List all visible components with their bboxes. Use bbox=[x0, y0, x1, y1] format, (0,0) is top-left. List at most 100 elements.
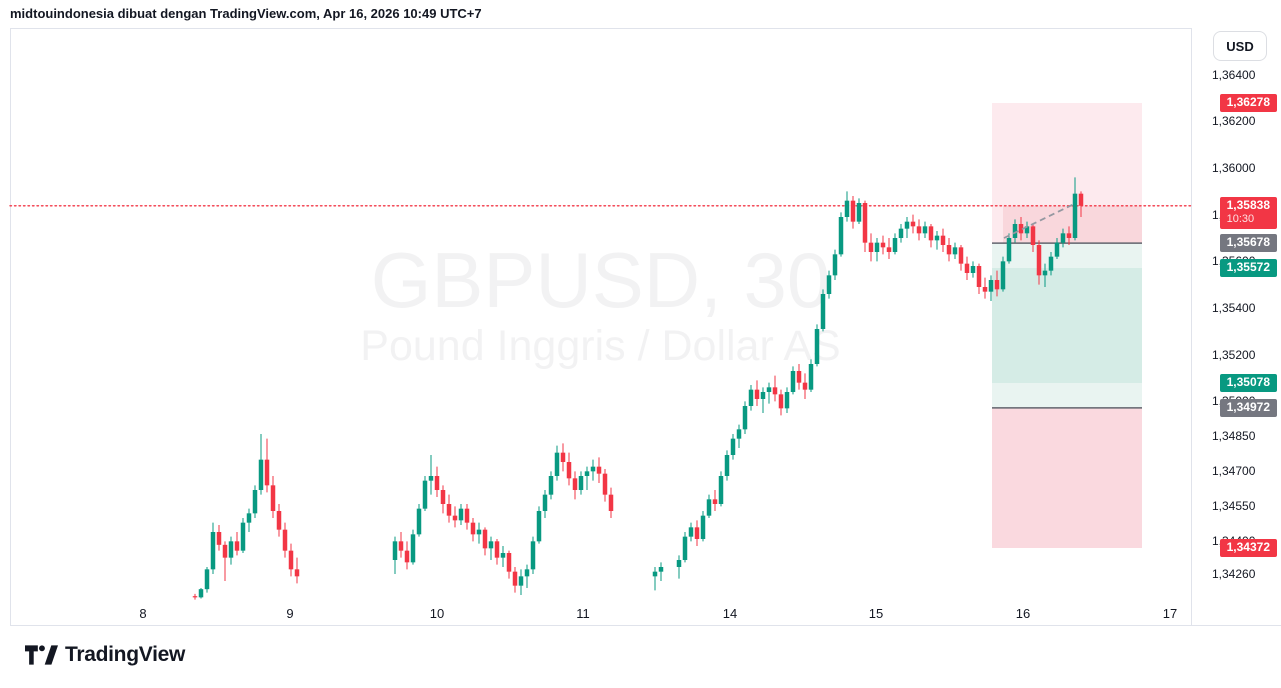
candle-body bbox=[754, 389, 760, 399]
candle-body bbox=[476, 529, 482, 535]
candle-body bbox=[826, 275, 832, 294]
time-axis[interactable]: 8 9 10 11 14 15 16 17 bbox=[10, 602, 1191, 625]
price-axis[interactable]: 1,364001,362001,360001,358001,356001,354… bbox=[1192, 28, 1281, 625]
currency-unit-button[interactable]: USD bbox=[1213, 31, 1267, 61]
candle-body bbox=[1060, 233, 1066, 243]
candle-body bbox=[548, 476, 554, 495]
profit-overlap-zone[interactable] bbox=[992, 267, 1142, 384]
candle-body bbox=[542, 494, 548, 511]
candle-body bbox=[488, 541, 494, 549]
attribution-text: midtouindonesia dibuat dengan TradingVie… bbox=[10, 6, 482, 21]
candle-body bbox=[506, 553, 512, 572]
candle-body bbox=[288, 550, 294, 570]
candle-body bbox=[258, 459, 264, 490]
short-target-zone[interactable] bbox=[992, 243, 1142, 268]
candle-body bbox=[446, 504, 452, 516]
candle-body bbox=[964, 263, 970, 273]
candle-body bbox=[904, 221, 910, 229]
price-badge-short-stop[interactable]: 1,36278 bbox=[1219, 94, 1277, 113]
time-label: 10 bbox=[429, 606, 445, 621]
candle-body bbox=[584, 471, 590, 476]
price-tick: 1,34850 bbox=[1212, 429, 1256, 444]
candle-body bbox=[554, 452, 560, 476]
candle-body bbox=[760, 392, 766, 399]
candle-body bbox=[1000, 261, 1006, 290]
candle-body bbox=[1042, 270, 1048, 276]
candle-body bbox=[536, 511, 542, 542]
candle-body bbox=[294, 569, 300, 577]
tradingview-logo[interactable]: TradingView bbox=[25, 643, 185, 667]
candle-body bbox=[1036, 245, 1042, 276]
candle-body bbox=[410, 534, 416, 563]
candle-body bbox=[790, 371, 796, 392]
price-tick: 1,36200 bbox=[1212, 114, 1256, 129]
candle-body bbox=[706, 499, 712, 516]
candle-body bbox=[234, 541, 240, 551]
candle-body bbox=[844, 200, 850, 217]
candle-body bbox=[1012, 224, 1018, 238]
candle-body bbox=[916, 226, 922, 234]
frame-left bbox=[10, 28, 11, 625]
candle-body bbox=[892, 238, 898, 252]
candle-body bbox=[688, 527, 694, 537]
candle-body bbox=[874, 242, 880, 252]
price-tick: 1,35200 bbox=[1212, 347, 1256, 362]
candle-body bbox=[1006, 238, 1012, 262]
candle-body bbox=[590, 466, 596, 472]
frame-top bbox=[10, 28, 1281, 29]
candle-body bbox=[682, 536, 688, 560]
candle-body bbox=[452, 515, 458, 521]
time-label: 8 bbox=[139, 606, 147, 621]
price-badge-long-stop[interactable]: 1,34372 bbox=[1219, 538, 1277, 557]
candle-body bbox=[910, 221, 916, 227]
candle-body bbox=[422, 480, 428, 509]
candle-body bbox=[694, 527, 700, 539]
price-tick: 1,34260 bbox=[1212, 567, 1256, 581]
candle-body bbox=[1024, 226, 1030, 234]
candle-body bbox=[404, 550, 410, 563]
short-loss-overlay[interactable] bbox=[1003, 205, 1142, 244]
price-badge-long-entry[interactable]: 1,34972 bbox=[1219, 398, 1277, 417]
candle-body bbox=[724, 455, 730, 476]
time-label: 17 bbox=[1162, 606, 1178, 621]
price-badge-long-target[interactable]: 1,35572 bbox=[1219, 258, 1277, 277]
candle-body bbox=[560, 452, 566, 462]
current-price-badge[interactable]: 1,35838 10:30 bbox=[1219, 196, 1277, 229]
price-badge-short-entry[interactable]: 1,35678 bbox=[1219, 234, 1277, 253]
candle-body bbox=[940, 235, 946, 245]
trendline[interactable] bbox=[1003, 202, 1076, 239]
candle-body bbox=[676, 560, 682, 567]
price-tick: 1,34550 bbox=[1212, 499, 1256, 514]
price-tick: 1,36000 bbox=[1212, 161, 1256, 175]
candle-body bbox=[802, 382, 808, 390]
candle-body bbox=[416, 508, 422, 535]
candle-body bbox=[718, 476, 724, 504]
candle-body bbox=[1048, 256, 1054, 271]
candle-body bbox=[832, 254, 838, 276]
candle-body bbox=[276, 511, 282, 530]
candle-body bbox=[566, 462, 572, 479]
candle-body bbox=[228, 541, 234, 558]
candle-body bbox=[246, 513, 252, 523]
candle-body bbox=[820, 294, 826, 329]
candle-body bbox=[856, 203, 862, 222]
candle-body bbox=[464, 508, 470, 523]
long-stop-zone[interactable] bbox=[992, 407, 1142, 548]
candle-body bbox=[652, 571, 658, 577]
candle-body bbox=[240, 522, 246, 551]
candle-body bbox=[198, 589, 204, 598]
candle-body bbox=[898, 228, 904, 238]
frame-bottom bbox=[10, 625, 1281, 626]
candle-body bbox=[778, 394, 784, 409]
candle-body bbox=[952, 247, 958, 255]
candle-body bbox=[988, 280, 994, 292]
candle-body bbox=[572, 478, 578, 490]
candle-body bbox=[994, 280, 1000, 290]
price-tick: 1,35400 bbox=[1212, 301, 1256, 315]
long-target-zone[interactable] bbox=[992, 383, 1142, 408]
price-badge-short-target[interactable]: 1,35078 bbox=[1219, 374, 1277, 393]
candle-body bbox=[216, 532, 222, 545]
candle-body bbox=[958, 247, 964, 264]
candle-body bbox=[518, 576, 524, 586]
